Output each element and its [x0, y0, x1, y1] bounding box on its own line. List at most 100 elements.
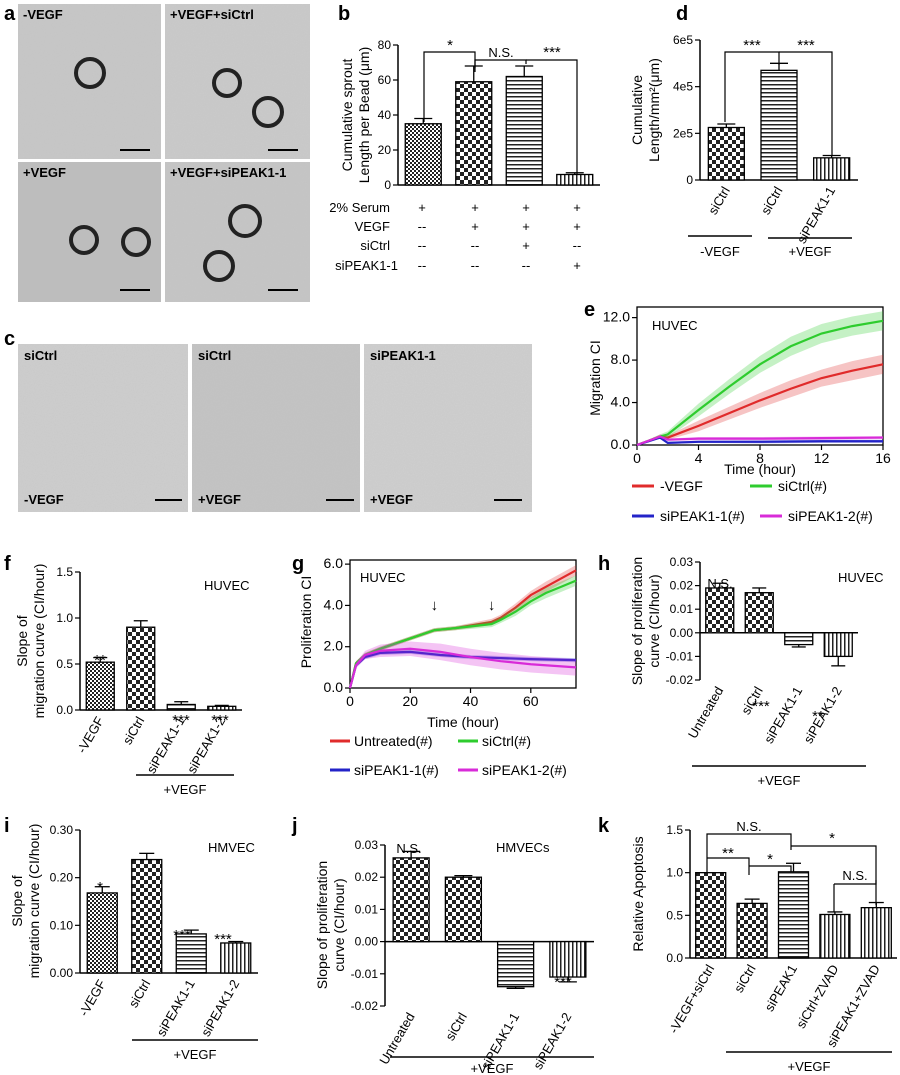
y-tick-label: 0.01 [670, 602, 694, 616]
y-tick-label: 40 [378, 108, 392, 122]
x-tick-label: 20 [402, 693, 418, 709]
x-tick-label: -VEGF [74, 714, 107, 756]
y-tick-label: -0.01 [351, 967, 379, 981]
micrograph: +VEGF+siCtrl [165, 4, 310, 159]
y-tick-label: 0.20 [50, 871, 74, 885]
panel-f-letter: f [4, 553, 11, 575]
significance-label: ** [812, 708, 824, 725]
bar [220, 942, 252, 974]
bar [556, 173, 594, 186]
x-tick-label: siPEAK1-1 [153, 977, 197, 1039]
y-axis-label: Relative Apoptosis [630, 836, 646, 951]
x-tick-label: siCtrl [120, 714, 148, 747]
y-tick-label: 0.0 [56, 703, 73, 717]
y-tick-label: 4.0 [611, 394, 631, 410]
y-tick-label: 8.0 [611, 351, 631, 367]
y-tick-label: 4e5 [673, 80, 693, 94]
chart-e: 0 4 8 12 16 0.0 4.0 8.0 12.0 Time (hour) Migration… [587, 306, 891, 477]
significance-label: * [97, 879, 103, 896]
y-tick-label: 80 [378, 38, 392, 52]
y-axis-label: Slope ofmigration curve (CI/hour) [9, 824, 42, 979]
panel-c-letter: c [4, 328, 15, 350]
significance-label: *** [211, 712, 229, 729]
panel-h-inset: HUVEC [838, 570, 884, 585]
condition-cell: -- [573, 238, 582, 253]
condition-cell: + [471, 200, 479, 215]
bar [166, 703, 196, 711]
x-tick-label: 0 [346, 693, 354, 709]
micrograph: -VEGF [18, 4, 161, 159]
y-axis-label: Cumulative sproutLength per Bead (μm) [339, 47, 372, 183]
bar [392, 857, 430, 943]
condition-cell: + [573, 200, 581, 215]
x-tick-label: 4 [695, 450, 703, 466]
x-tick-label: siCtrl [126, 977, 154, 1010]
y-tick-label: 0.02 [670, 579, 694, 593]
condition-cell: -- [522, 258, 531, 273]
bar [207, 705, 237, 711]
y-axis-label: Proliferation CI [298, 576, 314, 669]
y-axis-label: Slope ofmigration curve (CI/hour) [14, 564, 47, 719]
bar [404, 123, 442, 186]
bar [695, 872, 727, 959]
y-tick-label: -0.02 [666, 673, 694, 687]
significance-label: N.S. [396, 841, 421, 856]
x-axis-label: Time (hour) [724, 461, 796, 477]
chart-j: -0.02 -0.01 0.00 0.01 0.02 0.03 Slope of proli… [314, 838, 594, 1072]
bar [736, 902, 768, 959]
series-line [636, 319, 884, 447]
y-tick-label: 0.10 [50, 918, 74, 932]
x-tick-label: siPEAK1-1 [794, 184, 838, 246]
micrograph-label: +VEGF+siPEAK1-1 [170, 165, 286, 180]
y-tick-label: 20 [378, 143, 392, 157]
y-tick-label: 1.0 [666, 866, 683, 880]
panel-e-inset: HUVEC [652, 318, 698, 333]
group-label: +VEGF [789, 244, 832, 259]
micrograph: +VEGF [18, 162, 161, 302]
bar [505, 75, 543, 186]
y-tick-label: 12.0 [603, 309, 630, 325]
legend-label: siCtrl(#) [482, 733, 531, 749]
bar [760, 69, 798, 181]
micrograph-label: -VEGF [23, 7, 63, 22]
panel-i-letter: i [4, 815, 10, 837]
legend-label: siCtrl(#) [778, 478, 827, 494]
chart-d: 0 2e5 4e5 6e5 CumulativeLength/mm²(μm) siCtrl… [629, 33, 858, 246]
arrow-annotation: ↓ [431, 597, 439, 614]
panel-f-inset: HUVEC [204, 578, 250, 593]
significance-label: *** [743, 37, 761, 54]
panel-g-inset: HUVEC [360, 570, 406, 585]
error-band [350, 575, 576, 688]
y-tick-label: 0.0 [666, 951, 683, 965]
condition-cell: + [418, 200, 426, 215]
bar [860, 907, 892, 959]
x-axis-label: Time (hour) [427, 714, 499, 730]
significance-label: * [447, 37, 453, 54]
bar [777, 871, 810, 959]
micrograph: siCtrl -VEGF [18, 344, 188, 512]
panel-d-letter: d [676, 3, 688, 25]
significance-d [724, 51, 833, 155]
y-tick-label: 6.0 [324, 555, 344, 571]
panel-h-letter: h [598, 553, 610, 575]
panel-b-letter: b [338, 3, 350, 25]
y-tick-label: 0.03 [355, 838, 379, 852]
bar [126, 626, 156, 711]
x-tick-label: siPEAK1-1 [143, 714, 187, 776]
significance-label: *** [797, 37, 815, 54]
condition-cell: -- [471, 238, 480, 253]
series [636, 311, 884, 447]
group-label: -VEGF [700, 244, 740, 259]
panel-e-letter: e [584, 299, 595, 321]
series-line [348, 647, 577, 689]
condition-cell: -- [418, 238, 427, 253]
error-band [350, 641, 576, 688]
x-tick-label: 0 [633, 450, 641, 466]
group-brackets [132, 235, 892, 1058]
x-tick-label: 8 [756, 450, 764, 466]
micrograph-label: +VEGF [198, 492, 241, 507]
y-tick-label: 1.0 [56, 611, 73, 625]
significance-label: N.S. [842, 868, 867, 883]
micrograph-label: -VEGF [24, 492, 64, 507]
